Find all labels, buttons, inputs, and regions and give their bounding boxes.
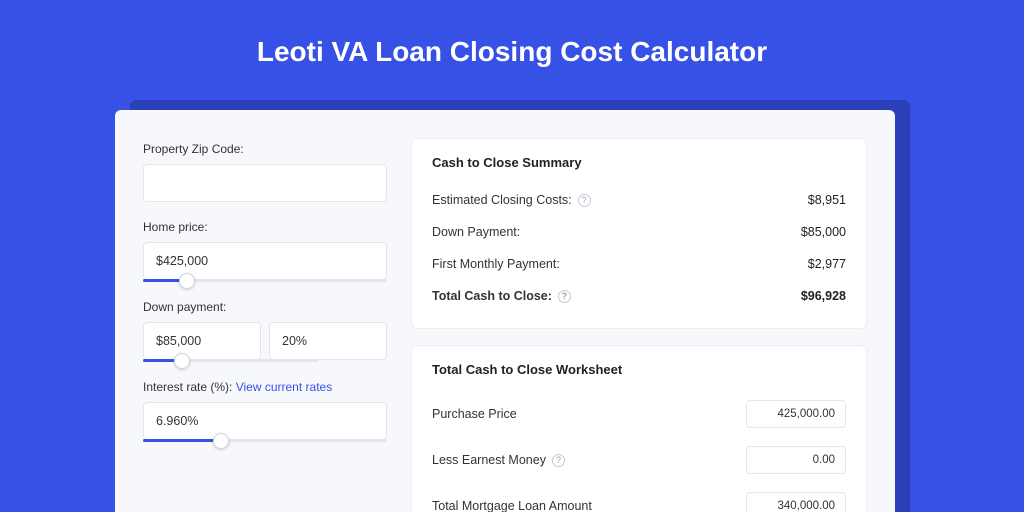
- down-payment-input[interactable]: [143, 322, 261, 360]
- summary-row: Down Payment: $85,000: [432, 216, 846, 248]
- summary-panel: Cash to Close Summary Estimated Closing …: [411, 138, 867, 329]
- zip-input[interactable]: [143, 164, 387, 202]
- interest-rate-slider-thumb[interactable]: [213, 433, 229, 449]
- worksheet-row: Total Mortgage Loan Amount 340,000.00: [432, 483, 846, 512]
- down-payment-slider[interactable]: [143, 359, 319, 362]
- worksheet-row: Purchase Price 425,000.00: [432, 391, 846, 437]
- summary-row-value: $85,000: [801, 225, 846, 239]
- worksheet-row-value[interactable]: 425,000.00: [746, 400, 846, 428]
- zip-label: Property Zip Code:: [143, 142, 387, 156]
- worksheet-row: Less Earnest Money ? 0.00: [432, 437, 846, 483]
- summary-row-label: Down Payment:: [432, 225, 520, 239]
- worksheet-title: Total Cash to Close Worksheet: [432, 362, 846, 377]
- worksheet-row-label: Purchase Price: [432, 407, 517, 421]
- down-payment-group: Down payment:: [143, 300, 387, 362]
- summary-row: Estimated Closing Costs: ? $8,951: [432, 184, 846, 216]
- inputs-column: Property Zip Code: Home price: Down paym…: [143, 138, 387, 512]
- down-payment-pct-input[interactable]: [269, 322, 387, 360]
- interest-rate-slider[interactable]: [143, 439, 387, 442]
- summary-total-value: $96,928: [801, 289, 846, 303]
- interest-rate-input[interactable]: [143, 402, 387, 440]
- summary-row-value: $8,951: [808, 193, 846, 207]
- calculator-card: Property Zip Code: Home price: Down paym…: [115, 110, 895, 512]
- home-price-slider[interactable]: [143, 279, 387, 282]
- results-column: Cash to Close Summary Estimated Closing …: [411, 138, 867, 512]
- help-icon[interactable]: ?: [558, 290, 571, 303]
- down-payment-label: Down payment:: [143, 300, 387, 314]
- summary-row-value: $2,977: [808, 257, 846, 271]
- interest-rate-group: Interest rate (%): View current rates: [143, 380, 387, 442]
- summary-row-label: First Monthly Payment:: [432, 257, 560, 271]
- worksheet-panel: Total Cash to Close Worksheet Purchase P…: [411, 345, 867, 512]
- down-payment-slider-thumb[interactable]: [174, 353, 190, 369]
- summary-total-row: Total Cash to Close: ? $96,928: [432, 280, 846, 312]
- worksheet-row-label: Total Mortgage Loan Amount: [432, 499, 592, 512]
- home-price-slider-thumb[interactable]: [179, 273, 195, 289]
- interest-rate-label: Interest rate (%): View current rates: [143, 380, 387, 394]
- worksheet-row-value[interactable]: 0.00: [746, 446, 846, 474]
- zip-group: Property Zip Code:: [143, 142, 387, 202]
- home-price-label: Home price:: [143, 220, 387, 234]
- summary-title: Cash to Close Summary: [432, 155, 846, 170]
- home-price-input[interactable]: [143, 242, 387, 280]
- summary-total-label: Total Cash to Close:: [432, 289, 552, 303]
- worksheet-row-value[interactable]: 340,000.00: [746, 492, 846, 512]
- interest-rate-label-text: Interest rate (%):: [143, 380, 232, 394]
- worksheet-row-label: Less Earnest Money: [432, 453, 546, 467]
- view-rates-link[interactable]: View current rates: [236, 380, 333, 394]
- summary-row: First Monthly Payment: $2,977: [432, 248, 846, 280]
- summary-row-label: Estimated Closing Costs:: [432, 193, 572, 207]
- help-icon[interactable]: ?: [552, 454, 565, 467]
- home-price-group: Home price:: [143, 220, 387, 282]
- help-icon[interactable]: ?: [578, 194, 591, 207]
- page-title: Leoti VA Loan Closing Cost Calculator: [0, 0, 1024, 68]
- interest-rate-slider-fill: [143, 439, 221, 442]
